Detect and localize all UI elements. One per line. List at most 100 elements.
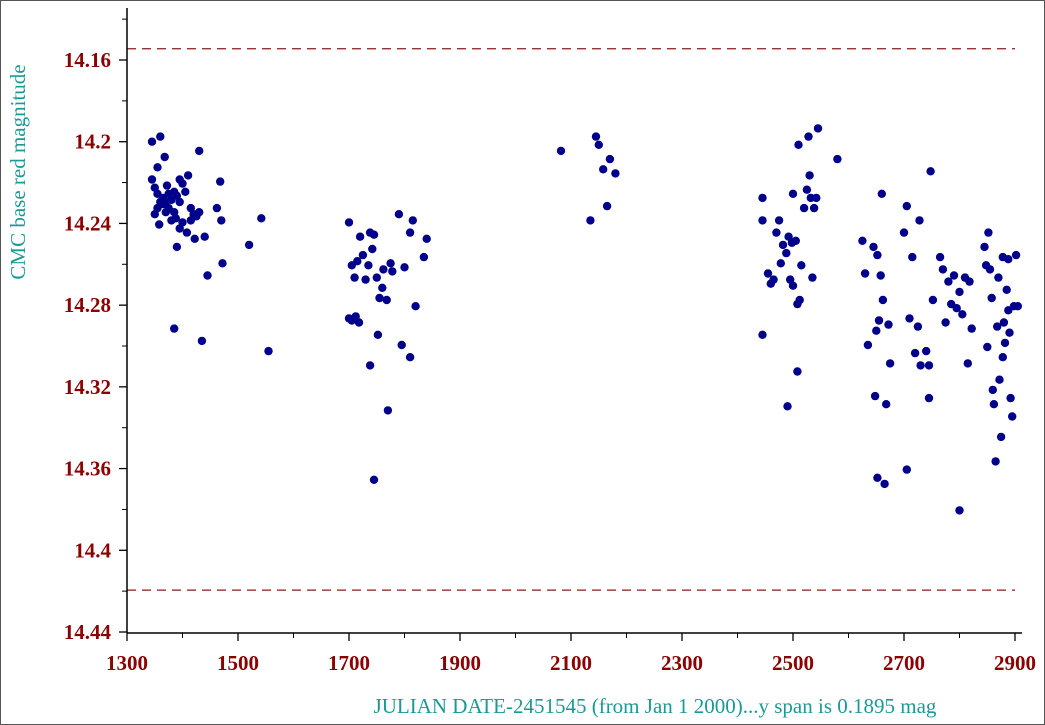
data-point (186, 216, 195, 225)
data-point (915, 216, 924, 225)
data-point (195, 208, 204, 217)
data-point (155, 220, 164, 229)
x-tick-label: 1700 (328, 651, 370, 675)
y-tick-label: 14.32 (64, 375, 111, 399)
reference-lines (127, 48, 1015, 591)
data-point (372, 273, 381, 282)
data-point (382, 295, 391, 305)
data-point (611, 169, 620, 178)
data-point (922, 346, 931, 356)
data-point (162, 181, 172, 190)
data-point (763, 269, 773, 278)
data-point (175, 197, 184, 207)
y-tick-label: 14.4 (74, 538, 111, 562)
data-point (913, 322, 923, 331)
data-point (967, 324, 976, 333)
data-point (1000, 338, 1010, 348)
data-point (378, 283, 387, 292)
data-point (995, 375, 1004, 384)
data-point (355, 232, 365, 241)
data-point (860, 269, 870, 278)
data-point (772, 228, 781, 237)
data-point (938, 265, 948, 274)
data-point (373, 330, 383, 339)
data-point (190, 234, 199, 243)
data-point (899, 228, 909, 237)
data-point (147, 137, 157, 146)
data-point (369, 475, 379, 484)
data-point (988, 385, 997, 395)
data-point (985, 265, 995, 274)
data-point (257, 214, 266, 223)
data-point (1013, 302, 1022, 311)
data-point (200, 232, 209, 241)
x-tick-label: 2300 (661, 651, 703, 675)
data-point (161, 208, 170, 217)
data-point (383, 406, 393, 415)
data-point (172, 242, 182, 252)
x-tick-label: 1900 (439, 651, 481, 675)
data-point (987, 293, 996, 303)
x-tick-label: 1300 (106, 651, 148, 675)
data-point (602, 201, 612, 211)
data-point (1011, 250, 1021, 260)
data-point (212, 203, 222, 213)
data-point (364, 261, 373, 270)
data-point (350, 273, 359, 282)
data-point (788, 189, 798, 198)
data-point (908, 252, 917, 262)
data-point (769, 275, 778, 284)
data-point (150, 210, 159, 219)
data-point (178, 179, 187, 188)
data-point (1006, 393, 1015, 403)
data-point (902, 465, 911, 474)
data-point (998, 353, 1007, 362)
data-point (1005, 328, 1014, 337)
data-point (774, 216, 784, 225)
data-point (944, 277, 953, 286)
data-point (778, 240, 788, 250)
data-point (344, 218, 354, 227)
data-point (758, 216, 767, 225)
data-point (586, 216, 595, 225)
data-point (797, 261, 806, 270)
data-point (397, 340, 406, 350)
data-point (812, 193, 821, 203)
data-point (809, 203, 819, 213)
data-point (388, 267, 397, 276)
data-point (994, 273, 1003, 282)
y-tick-label: 14.28 (64, 293, 111, 317)
data-point (799, 203, 809, 213)
data-point (181, 187, 190, 196)
data-point (408, 216, 417, 225)
data-point (795, 295, 804, 305)
data-point (758, 193, 767, 203)
x-tick-label: 2100 (550, 651, 592, 675)
data-point (955, 287, 964, 297)
data-point (791, 236, 800, 245)
y-tick-label: 14.16 (64, 48, 111, 72)
data-point (884, 320, 893, 329)
data-point (556, 146, 566, 156)
data-point (353, 257, 362, 266)
data-point (758, 330, 767, 339)
data-point (405, 228, 415, 237)
data-point (264, 346, 273, 356)
data-point (375, 293, 384, 303)
data-point (244, 240, 254, 250)
data-point (782, 248, 791, 258)
y-tick-label: 14.24 (64, 211, 112, 235)
data-point (365, 361, 375, 370)
data-point (996, 432, 1006, 442)
ticks (119, 18, 1016, 641)
y-tick-label: 14.36 (64, 457, 111, 481)
data-point (813, 124, 823, 133)
x-tick-label: 2500 (772, 651, 814, 675)
data-point (882, 400, 891, 409)
data-point (941, 318, 950, 327)
data-point (793, 367, 802, 376)
data-point (880, 479, 889, 489)
data-point (776, 259, 785, 268)
x-tick-label: 1500 (217, 651, 259, 675)
